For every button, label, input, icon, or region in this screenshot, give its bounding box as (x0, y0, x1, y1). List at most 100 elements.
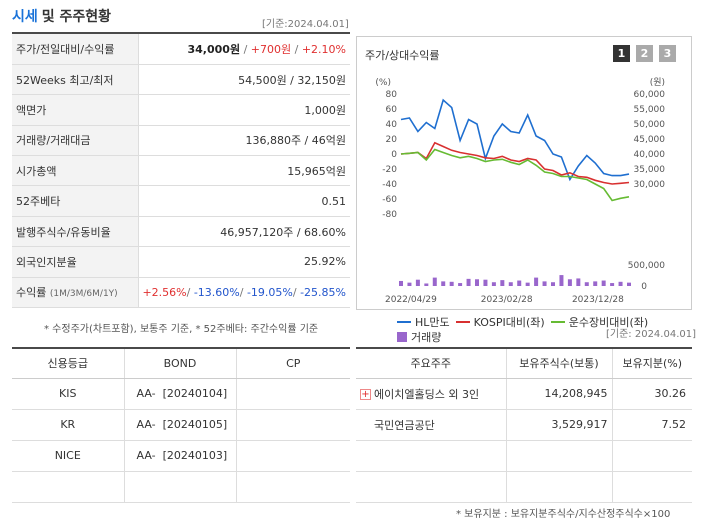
volume-bar (432, 277, 437, 286)
empty-cell (506, 440, 613, 472)
rating-cp (236, 409, 350, 441)
holder-pct: 7.52 (612, 409, 692, 441)
volume-bar (601, 280, 606, 286)
legend-volume-swatch (397, 331, 407, 342)
series-line-1 (400, 141, 630, 185)
table-row (356, 440, 692, 472)
empty-cell (612, 440, 692, 472)
volume-bar (449, 281, 454, 286)
major-shareholders-table: 주요주주 보유주식수(보통) 보유지분(%) + 에이치엘홀딩스 외 3인 14,… (356, 347, 692, 503)
volume-bar (567, 279, 572, 286)
price-value: 34,000원 / +700원 / +2.10% (138, 34, 350, 65)
empty-cell (506, 471, 613, 503)
volume-value: 136,880주 / 46억원 (138, 125, 350, 157)
volume-label: 거래량/거래대금 (12, 125, 139, 157)
series-line-0 (400, 98, 630, 182)
volume-bar (458, 283, 463, 286)
table-header-row: 신용등급 BOND CP (12, 348, 350, 379)
volume-bar (466, 278, 471, 286)
col-header-holder: 주요주주 (356, 348, 507, 379)
legend-hlmando: HL만도 (397, 314, 450, 330)
table-row: 52주베타 0.51 (12, 185, 350, 217)
empty-cell (356, 440, 507, 472)
table-row: 발행주식수/유동비율 46,957,120주 / 68.60% (12, 216, 350, 248)
return-6m: -19.05% (246, 285, 293, 299)
right-tick-label: 55,000 (634, 105, 666, 115)
empty-cell (612, 471, 692, 503)
holders-base-date: [기준: 2024.04.01] (606, 329, 697, 340)
right-tick-label: 60,000 (634, 90, 666, 100)
empty-cell (12, 471, 125, 503)
footnote-holders: * 보유지분 : 보유지분주식수/지수산정주식수×100 (456, 509, 671, 520)
left-axis-unit: (%) (375, 78, 391, 88)
volume-bar (525, 282, 530, 286)
table-header-row: 주요주주 보유주식수(보통) 보유지분(%) (356, 348, 692, 379)
empty-cell (124, 471, 237, 503)
volume-bar (508, 282, 513, 286)
volume-bar (627, 282, 631, 286)
right-axis-unit: (원) (650, 77, 665, 88)
legend-hlmando-swatch (397, 320, 411, 323)
legend-transport: 운수장비대비(좌) (550, 314, 648, 330)
legend-kospi-swatch (455, 320, 470, 323)
table-row: 시가총액 15,965억원 (12, 155, 350, 187)
legend-kospi: KOSPI대비(좌) (455, 314, 545, 330)
price-change: +700원 (250, 42, 292, 56)
volume-bar (517, 280, 522, 286)
volume-bar (542, 281, 547, 286)
volume-bar (491, 282, 496, 286)
right-tick-label: 50,000 (634, 120, 666, 130)
volume-bar (399, 280, 403, 286)
table-row: 국민연금공단 3,529,917 7.52 (356, 409, 692, 441)
shares-label: 발행주식수/유동비율 (12, 216, 139, 248)
right-tick-label: 40,000 (634, 150, 666, 160)
beta-label: 52주베타 (12, 185, 139, 217)
foreign-label: 외국인지분율 (12, 246, 139, 278)
left-tick-label: 80 (386, 90, 398, 100)
legend-volume: 거래량 (397, 329, 441, 345)
empty-cell (356, 471, 507, 503)
left-tick-label: -20 (382, 165, 397, 175)
volume-bar (576, 278, 581, 286)
return-1m: +2.56% (142, 285, 187, 299)
quote-table: 주가/전일대비/수익률 34,000원 / +700원 / +2.10% 52W… (12, 34, 350, 309)
section-title-highlight: 시세 (12, 9, 38, 25)
volume-bar (407, 282, 412, 286)
legend-kospi-label: KOSPI대비(좌) (473, 315, 545, 329)
holder-name: 에이치엘홀딩스 외 3인 (374, 387, 480, 401)
beta-value: 0.51 (138, 185, 350, 217)
expand-icon[interactable]: + (360, 389, 371, 400)
rating-agency: KIS (12, 378, 125, 410)
chart-page-1-button[interactable]: 1 (613, 45, 630, 62)
holder-shares: 14,208,945 (506, 378, 613, 410)
holder-name-cell: 국민연금공단 (356, 409, 507, 441)
volume-bar (610, 283, 615, 286)
left-tick-label: 60 (386, 105, 398, 115)
x-tick-label: 2023/02/28 (481, 295, 533, 305)
face-label: 액면가 (12, 94, 139, 126)
volume-bar (475, 279, 479, 286)
rating-bond: AA- [20240104] (124, 378, 237, 410)
current-price: 34,000원 (187, 42, 241, 56)
table-row: + 에이치엘홀딩스 외 3인 14,208,945 30.26 (356, 378, 692, 410)
chart-page-3-button[interactable]: 3 (659, 45, 676, 62)
x-tick-label: 2022/04/29 (385, 295, 437, 305)
volume-bar (618, 281, 623, 286)
chart-title: 주가/상대수익률 (365, 49, 440, 62)
table-row: KIS AA- [20240104] (12, 378, 350, 410)
rating-cp (236, 440, 350, 472)
header-divider (12, 32, 350, 34)
volume-tick-label: 500,000 (628, 261, 665, 271)
foreign-value: 25.92% (138, 246, 350, 278)
table-row: 수익률 (1M/3M/6M/1Y) +2.56%/ -13.60%/ -19.0… (12, 277, 350, 309)
chart-page-2-button[interactable]: 2 (636, 45, 653, 62)
chart-legend: HL만도 KOSPI대비(좌) 운수장비대비(좌) 거래량 (397, 314, 654, 344)
return-1y: -25.85% (300, 285, 346, 299)
return-3m: -13.60% (193, 285, 240, 299)
holder-pct: 30.26 (612, 378, 692, 410)
volume-bar (534, 277, 539, 286)
table-row: 주가/전일대비/수익률 34,000원 / +700원 / +2.10% (12, 34, 350, 65)
legend-transport-swatch (550, 320, 565, 323)
table-row: 외국인지분율 25.92% (12, 246, 350, 278)
base-date: [기준:2024.04.01] (262, 19, 349, 30)
